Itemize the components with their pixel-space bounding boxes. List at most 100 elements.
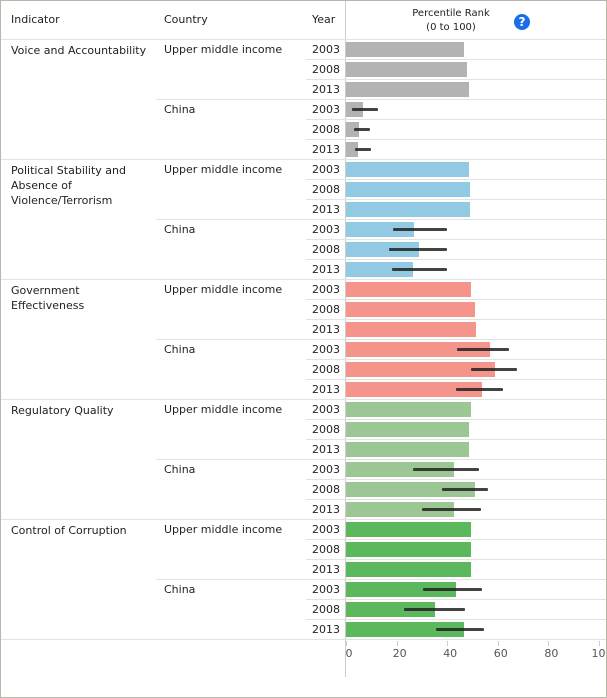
- x-tick-mark: [447, 641, 449, 646]
- row-divider: [306, 359, 606, 360]
- country-label: Upper middle income: [164, 403, 283, 416]
- year-label: 2003: [312, 283, 340, 296]
- bar: [346, 582, 456, 597]
- error-bar: [393, 228, 448, 231]
- x-tick-mark: [396, 641, 398, 646]
- x-tick-label: 0: [345, 647, 353, 660]
- year-label: 2013: [312, 83, 340, 96]
- row-divider: [306, 479, 606, 480]
- x-tick-label: 80: [544, 647, 559, 660]
- year-label: 2013: [312, 443, 340, 456]
- bar: [346, 302, 476, 317]
- row-divider: [306, 439, 606, 440]
- bar: [346, 62, 468, 77]
- x-tick-mark: [346, 641, 347, 646]
- year-label: 2013: [312, 383, 340, 396]
- bar: [346, 162, 469, 177]
- error-bar: [403, 608, 465, 611]
- year-label: 2003: [312, 103, 340, 116]
- year-label: 2008: [312, 63, 340, 76]
- bar: [346, 202, 470, 217]
- indicator-label: Control of Corruption: [11, 524, 127, 537]
- year-label: 2003: [312, 583, 340, 596]
- year-label: 2008: [312, 183, 340, 196]
- x-tick-label: 40: [443, 647, 458, 660]
- row-divider: [306, 139, 606, 140]
- year-label: 2013: [312, 503, 340, 516]
- country-divider: [156, 579, 606, 580]
- error-bar: [457, 348, 510, 351]
- error-bar: [353, 128, 371, 131]
- row-divider: [306, 259, 606, 260]
- year-label: 2003: [312, 43, 340, 56]
- bar: [346, 522, 471, 537]
- error-bar: [391, 268, 448, 271]
- question-circle-icon[interactable]: ?: [514, 14, 530, 30]
- country-label: China: [164, 463, 196, 476]
- bar: [346, 222, 415, 237]
- indicator-label: Government Effectiveness: [11, 284, 85, 312]
- bar: [346, 282, 472, 297]
- bar: [346, 502, 454, 517]
- header-percentile-rank: Percentile Rank (0 to 100): [401, 7, 501, 35]
- bar: [346, 382, 483, 397]
- row-divider: [306, 599, 606, 600]
- row-divider: [306, 119, 606, 120]
- row-divider: [306, 499, 606, 500]
- year-label: 2013: [312, 203, 340, 216]
- error-bar: [352, 108, 378, 111]
- year-label: 2013: [312, 263, 340, 276]
- year-label: 2003: [312, 523, 340, 536]
- bar: [346, 462, 454, 477]
- year-label: 2003: [312, 343, 340, 356]
- row-divider: [306, 79, 606, 80]
- bar: [346, 402, 471, 417]
- header-indicator: Indicator: [11, 13, 60, 26]
- indicator-label: Regulatory Quality: [11, 404, 114, 417]
- error-bar: [456, 388, 503, 391]
- year-label: 2008: [312, 543, 340, 556]
- year-label: 2008: [312, 483, 340, 496]
- country-divider: [156, 39, 606, 40]
- year-label: 2013: [312, 623, 340, 636]
- x-tick-label: 20: [392, 647, 407, 660]
- country-label: China: [164, 583, 196, 596]
- bar: [346, 42, 464, 57]
- axis-divider: [1, 639, 606, 640]
- bar: [346, 362, 496, 377]
- country-label: China: [164, 103, 196, 116]
- bar: [346, 142, 358, 157]
- year-label: 2013: [312, 323, 340, 336]
- row-divider: [306, 179, 606, 180]
- header-rank-line1: Percentile Rank: [412, 8, 490, 19]
- country-label: Upper middle income: [164, 43, 283, 56]
- error-bar: [441, 488, 489, 491]
- header-year: Year: [312, 13, 336, 26]
- error-bar: [389, 248, 448, 251]
- row-divider: [306, 239, 606, 240]
- year-label: 2003: [312, 223, 340, 236]
- year-label: 2003: [312, 403, 340, 416]
- error-bar: [422, 588, 482, 591]
- year-label: 2008: [312, 123, 340, 136]
- bar: [346, 562, 472, 577]
- bar: [346, 442, 469, 457]
- x-tick-mark: [599, 641, 600, 646]
- bar: [346, 82, 469, 97]
- country-divider: [156, 399, 606, 400]
- year-label: 2008: [312, 363, 340, 376]
- header-country: Country: [164, 13, 208, 26]
- year-label: 2003: [312, 163, 340, 176]
- error-bar: [413, 468, 479, 471]
- country-label: China: [164, 223, 196, 236]
- x-tick-label: 100: [591, 647, 607, 660]
- error-bar: [421, 508, 481, 511]
- bar: [346, 342, 490, 357]
- x-tick-mark: [548, 641, 550, 646]
- year-label: 2013: [312, 143, 340, 156]
- row-divider: [306, 299, 606, 300]
- header-rank-line2: (0 to 100): [426, 22, 476, 33]
- country-divider: [156, 339, 606, 340]
- bar: [346, 322, 477, 337]
- country-divider: [156, 159, 606, 160]
